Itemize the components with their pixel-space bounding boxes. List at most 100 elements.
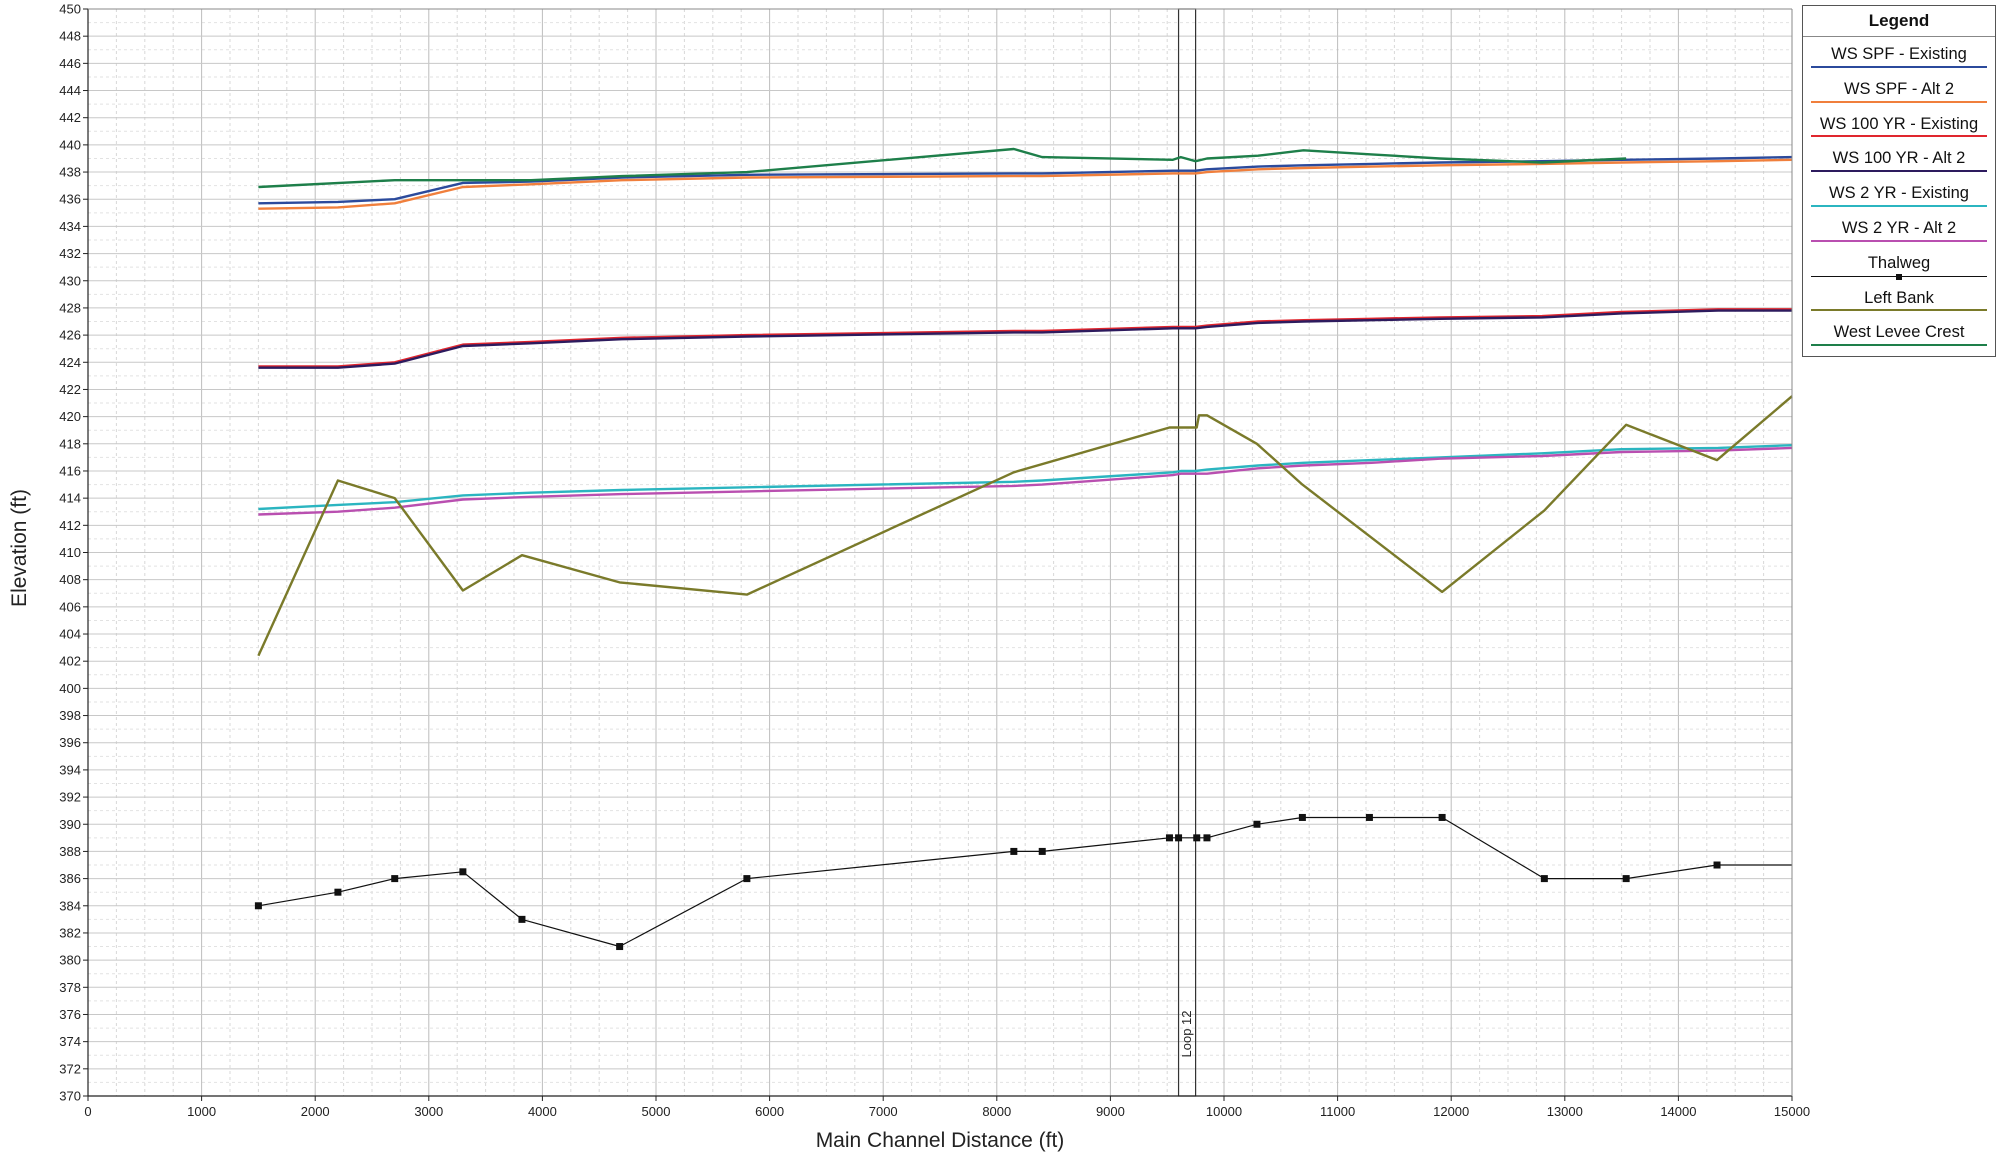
legend-label: WS 100 YR - Existing [1819, 114, 1979, 133]
y-tick-label: 402 [59, 654, 81, 669]
series-line-ws-100-yr-alt-2 [258, 309, 1792, 369]
x-tick-label: 15000 [1774, 1104, 1810, 1119]
thalweg-point [743, 875, 751, 883]
x-tick-label: 8000 [982, 1104, 1011, 1119]
y-tick-label: 438 [59, 165, 81, 180]
y-tick-label: 416 [59, 463, 81, 478]
x-tick-label: 5000 [642, 1104, 671, 1119]
legend-label: Thalweg [1867, 253, 1931, 272]
thalweg-point [1010, 847, 1018, 855]
legend-label: WS 100 YR - Alt 2 [1832, 149, 1966, 168]
x-tick-label: 9000 [1096, 1104, 1125, 1119]
x-tick-label: 10000 [1206, 1104, 1242, 1119]
thalweg-point [1175, 834, 1183, 842]
legend-swatch [1811, 309, 1987, 312]
y-tick-label: 404 [59, 627, 81, 642]
series-line-ws-100-yr-existing [258, 308, 1792, 368]
x-tick-labels: 0 1000 2000 3000 4000 5000 6000 7000 8000 9000 100… [84, 1096, 1810, 1119]
grid-major [87, 8, 1793, 1097]
legend-swatch [1811, 170, 1987, 173]
thalweg-point [334, 888, 342, 896]
y-tick-label: 426 [59, 328, 81, 343]
y-tick-label: 384 [59, 898, 81, 913]
y-tick-label: 448 [59, 29, 81, 44]
thalweg-point [1365, 813, 1373, 821]
series-line-ws-spf-alt-2 [258, 158, 1793, 210]
y-tick-label: 408 [59, 572, 81, 587]
series-line-ws-2-yr-alt-2 [258, 446, 1793, 516]
thalweg-point [1540, 875, 1548, 883]
legend-label: WS 2 YR - Existing [1829, 184, 1969, 203]
legend-swatch [1811, 65, 1987, 68]
thalweg-point [1193, 834, 1201, 842]
legend-item: WS SPF - Existing [1803, 37, 1995, 72]
x-tick-label: 2000 [301, 1104, 330, 1119]
y-tick-label: 446 [59, 56, 81, 71]
legend-swatch [1811, 135, 1987, 138]
legend-swatch [1811, 100, 1987, 103]
series-layer [254, 147, 1793, 951]
legend-label: WS SPF - Alt 2 [1843, 79, 1955, 98]
thalweg-point [1713, 861, 1721, 869]
legend-swatch [1811, 239, 1987, 242]
x-tick-label: 7000 [869, 1104, 898, 1119]
series-line-left-bank [257, 395, 1793, 657]
axes [87, 8, 1793, 1097]
legend-item: WS SPF - Alt 2 [1803, 72, 1995, 107]
x-tick-label: 14000 [1660, 1104, 1696, 1119]
series-line-ws-2-yr-existing [258, 444, 1793, 511]
legend-label: WS 2 YR - Alt 2 [1841, 218, 1957, 237]
y-tick-label: 436 [59, 192, 81, 207]
x-tick-label: 13000 [1547, 1104, 1583, 1119]
x-tick-label: 1000 [187, 1104, 216, 1119]
y-tick-label: 444 [59, 83, 81, 98]
y-tick-label: 420 [59, 409, 81, 424]
x-axis-label: Main Channel Distance (ft) [816, 1129, 1065, 1152]
y-tick-label: 374 [59, 1034, 81, 1049]
y-tick-label: 428 [59, 300, 81, 315]
legend-item: WS 100 YR - Existing [1803, 107, 1995, 142]
legend-item: West Levee Crest [1803, 315, 1995, 350]
series-line-west-levee-crest [258, 147, 1627, 189]
y-tick-label: 398 [59, 708, 81, 723]
legend-label: WS SPF - Existing [1831, 45, 1967, 63]
y-axis-label: Elevation (ft) [8, 489, 31, 607]
y-tick-label: 394 [59, 762, 81, 777]
y-tick-label: 414 [59, 491, 81, 506]
thalweg-point [1203, 834, 1211, 842]
y-tick-label: 434 [59, 219, 81, 234]
y-tick-label: 412 [59, 518, 81, 533]
y-tick-label: 430 [59, 273, 81, 288]
y-tick-labels: 370 372 374 376 378 380 382 384 386 388 390 392 394 3… [59, 2, 88, 1104]
thalweg-point [459, 868, 467, 876]
thalweg-point [391, 875, 399, 883]
legend-item: WS 100 YR - Alt 2 [1803, 141, 1995, 176]
structure-label: Loop 12 [1179, 1011, 1194, 1058]
y-tick-label: 422 [59, 382, 81, 397]
legend-item: WS 2 YR - Existing [1803, 176, 1995, 211]
y-tick-label: 388 [59, 844, 81, 859]
y-tick-label: 450 [59, 2, 81, 17]
y-tick-label: 378 [59, 980, 81, 995]
legend-label: Left Bank [1864, 288, 1934, 307]
legend-title: Legend [1803, 6, 1995, 37]
legend-item: Left Bank [1803, 281, 1995, 316]
y-tick-label: 392 [59, 790, 81, 805]
y-tick-label: 372 [59, 1061, 81, 1076]
y-tick-label: 380 [59, 953, 81, 968]
thalweg-point [254, 902, 262, 910]
x-tick-label: 4000 [528, 1104, 557, 1119]
y-tick-label: 400 [59, 681, 81, 696]
y-tick-label: 386 [59, 871, 81, 886]
x-tick-label: 0 [84, 1104, 91, 1119]
legend-swatch [1811, 344, 1987, 347]
y-tick-label: 432 [59, 246, 81, 261]
y-tick-label: 410 [59, 545, 81, 560]
y-tick-label: 390 [59, 817, 81, 832]
y-tick-label: 370 [59, 1089, 81, 1104]
thalweg-point [1622, 875, 1630, 883]
x-tick-label: 3000 [414, 1104, 443, 1119]
thalweg-point [1298, 813, 1306, 821]
